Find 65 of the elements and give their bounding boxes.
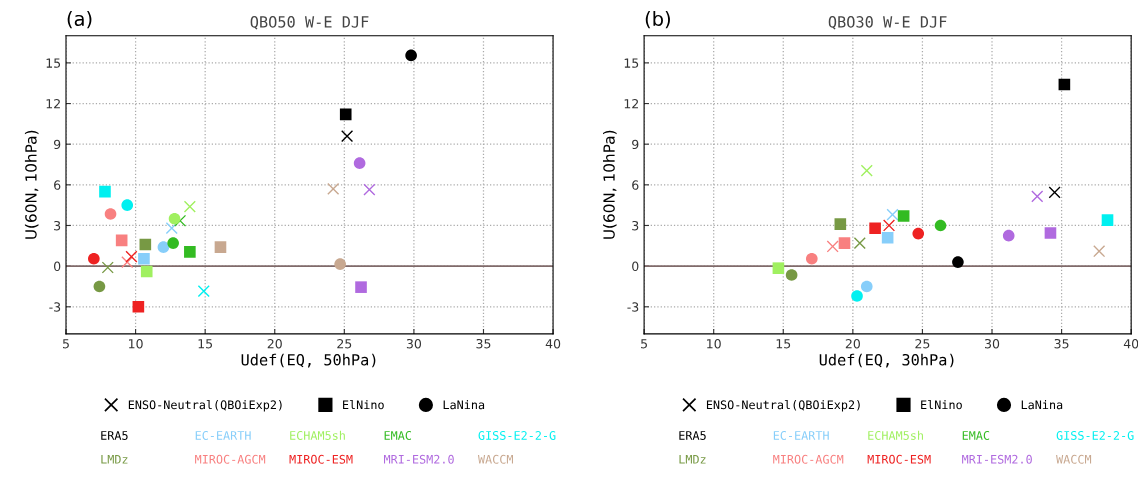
legend-label: MIROC-AGCM: [773, 454, 844, 464]
legend-label: EC-EARTH: [773, 430, 829, 440]
x-tick-label: 35: [476, 338, 491, 349]
legend-label: GISS-E2-2-G: [478, 430, 556, 440]
legend-label: MRI-ESM2.0: [962, 454, 1032, 464]
x-tick-label: 5: [62, 339, 69, 349]
y-tick-label: 3: [632, 220, 639, 231]
y-axis-title: U(60N, 10hPa): [603, 130, 617, 239]
legend-label: ElNino: [921, 400, 962, 410]
x-tick-label: 15: [776, 339, 791, 349]
y-tick-label: 3: [54, 220, 61, 231]
y-tick-label: 9: [632, 139, 639, 150]
y-axis-title: U(60N, 10hPa): [24, 130, 39, 239]
x-tick-label: 30: [406, 338, 422, 349]
legend-label: LaNina: [443, 400, 485, 410]
legend-label: WACCM: [477, 454, 513, 464]
x-tick-label: 10: [707, 338, 721, 349]
legend-label: ECHAM5sh: [868, 430, 923, 440]
legend-label: ERA5: [679, 431, 706, 440]
y-tick-label: 6: [632, 180, 639, 190]
y-tick-label: -3: [627, 302, 639, 312]
legend-label: GISS-E2-2-G: [1056, 430, 1134, 440]
y-tick-label: 15: [46, 58, 61, 68]
x-tick-label: 35: [1054, 338, 1069, 349]
legend-label: LMDz: [101, 454, 128, 464]
legend-label: EMAC: [962, 430, 990, 440]
x-tick-label: 25: [915, 338, 930, 349]
legend-label: EC-EARTH: [195, 430, 251, 440]
legend-label: MRI-ESM2.0: [384, 454, 454, 464]
x-tick-label: 25: [337, 338, 352, 349]
text: (b): [645, 10, 670, 29]
y-tick-label: 0: [54, 261, 61, 272]
legend-label: LaNina: [1021, 400, 1063, 410]
x-tick-label: 20: [845, 338, 860, 349]
x-axis-title: Udef(EQ, 50hPa): [241, 353, 376, 368]
x-tick-label: 20: [267, 338, 282, 349]
x-tick-label: 10: [129, 338, 143, 349]
y-tick-label: 12: [46, 99, 60, 109]
legend-label: MIROC-ESM: [867, 454, 931, 464]
text: (a): [67, 11, 92, 29]
legend-label: ElNino: [343, 400, 384, 410]
legend-label: ECHAM5sh: [290, 430, 345, 440]
y-tick-label: 0: [632, 261, 639, 272]
legend-label: WACCM: [1056, 454, 1092, 464]
y-tick-label: 12: [624, 99, 638, 109]
legend-label: EMAC: [384, 430, 412, 440]
y-tick-label: 6: [54, 180, 61, 190]
x-tick-label: 5: [641, 339, 647, 349]
x-tick-label: 30: [985, 338, 1000, 349]
point: [1093, 245, 1106, 258]
x-tick-label: 40: [1123, 338, 1138, 349]
chart-title: QBO30 W-E DJF: [828, 16, 947, 30]
x-tick-label: 15: [198, 339, 213, 349]
legend-label: MIROC-AGCM: [195, 454, 266, 464]
chart-title: QBO50 W-E DJF: [250, 16, 369, 30]
legend-label: MIROC-ESM: [289, 454, 353, 464]
legend-label: ERA5: [101, 431, 128, 440]
x-tick-label: 40: [545, 338, 561, 349]
legend-label: LMDz: [679, 454, 706, 464]
y-tick-label: -3: [49, 302, 61, 312]
y-tick-label: 9: [53, 139, 61, 150]
y-tick-label: 15: [624, 58, 639, 68]
legend-label: ENSO-Neutral(QBOiExp2): [128, 400, 282, 412]
x-axis-title: Udef(EQ, 30hPa): [819, 353, 954, 368]
legend-label: ENSO-Neutral(QBOiExp2): [706, 400, 860, 412]
